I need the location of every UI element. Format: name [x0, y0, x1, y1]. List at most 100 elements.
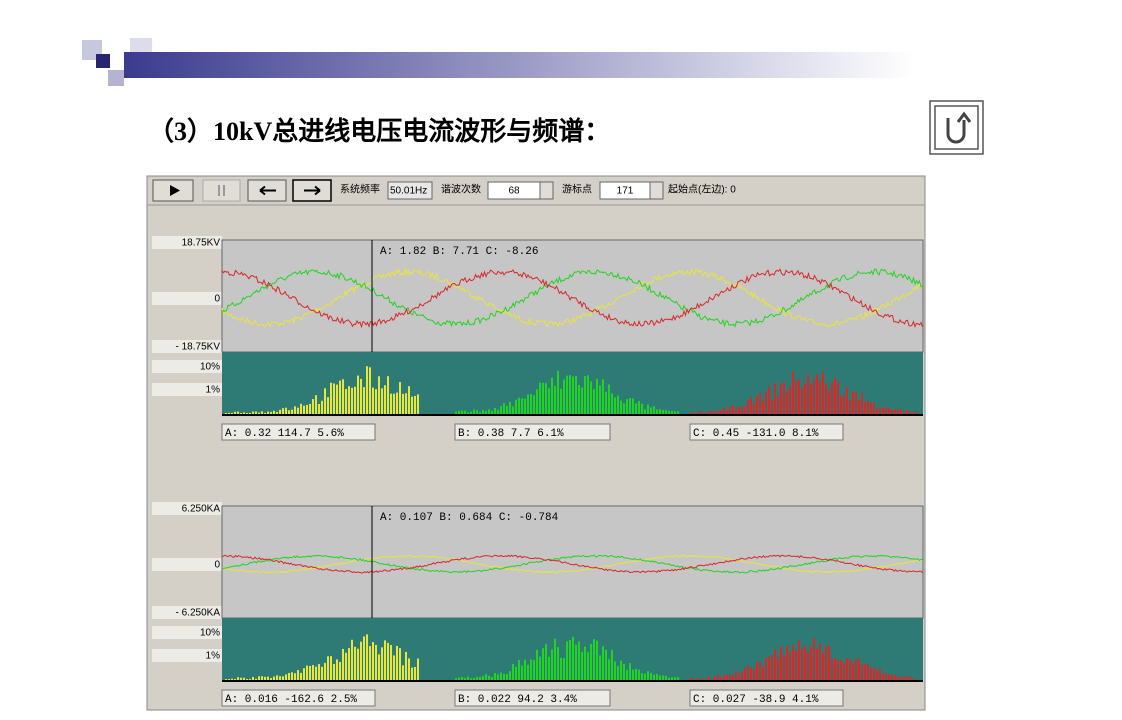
back-button[interactable] — [247, 179, 287, 202]
pause-button[interactable] — [202, 179, 241, 202]
spectrum-bar — [714, 676, 716, 680]
spectrum-bar — [620, 400, 622, 414]
spectrum-bar — [705, 679, 707, 680]
axis-label: 0 — [214, 294, 220, 305]
spectrum-bar — [518, 660, 520, 680]
spectrum-bar — [485, 674, 487, 680]
spectrum-bar — [840, 395, 842, 414]
freq-label: 系统频率 — [340, 183, 380, 196]
spectrum-bar — [491, 676, 493, 680]
spectrum-bar — [363, 387, 365, 414]
cursor-value: 171 — [617, 186, 634, 197]
spectrum-bar — [225, 413, 227, 414]
spectrum-bar — [723, 407, 725, 414]
spectrum-bar — [720, 410, 722, 414]
spectrum-bar — [638, 400, 640, 414]
freq-box — [387, 181, 433, 200]
readout-text: C: 0.45 -131.0 8.1% — [693, 428, 819, 440]
spectrum-bar — [411, 667, 413, 680]
cursor-readout: A: 0.107 B: 0.684 C: -0.784 — [380, 512, 559, 524]
spectrum-bar — [668, 410, 670, 414]
spectrum-bar — [596, 640, 598, 680]
harmonic-label: 谐波次数 — [441, 183, 481, 196]
spectrum-bar — [485, 410, 487, 414]
spectrum-bar — [876, 670, 878, 680]
spectrum-bar — [879, 668, 881, 680]
spectrum-bar — [855, 658, 857, 680]
spectrum-bar — [467, 676, 469, 680]
spectrum-bar — [885, 673, 887, 680]
spectrum-bar — [762, 401, 764, 414]
spectrum-bar — [497, 674, 499, 680]
spectrum-bar — [228, 679, 230, 680]
spectrum-bar — [252, 411, 254, 414]
spectrum-bar — [635, 403, 637, 414]
spectrum-bar — [729, 674, 731, 680]
spectrum-bar — [461, 410, 463, 414]
spectrum-bar — [756, 662, 758, 680]
axis-label: 1% — [206, 385, 221, 396]
spectrum-bar — [873, 667, 875, 680]
spectrum-bar — [638, 669, 640, 680]
spectrum-bar — [476, 410, 478, 414]
axis-label-strip — [152, 502, 222, 515]
spectrum-bar — [399, 648, 401, 680]
spectrum-bar — [792, 645, 794, 680]
axis-label: 10% — [200, 628, 220, 639]
return-button[interactable] — [929, 100, 984, 155]
waveform-area — [221, 239, 924, 353]
spectrum-bar — [512, 663, 514, 680]
spectrum-bar — [894, 409, 896, 414]
spectrum-bar — [315, 395, 317, 414]
spectrum-bar — [240, 677, 242, 680]
spectrum-bar — [267, 676, 269, 680]
spectrum-bar — [372, 387, 374, 414]
spectrum-bar — [762, 667, 764, 680]
spectrum-bar — [903, 676, 905, 680]
spectrum-bar — [551, 377, 553, 414]
spectrum-bar — [345, 652, 347, 680]
cursor-spinner[interactable] — [649, 181, 664, 200]
spectrum-bar — [515, 666, 517, 680]
spectrum-bar — [599, 385, 601, 414]
spectrum-bar — [554, 385, 556, 414]
spectrum-bar — [783, 655, 785, 680]
spectrum-bar — [882, 407, 884, 414]
spectrum-bar — [801, 648, 803, 680]
spectrum-bar — [575, 376, 577, 414]
waveform-phase — [221, 554, 923, 574]
forward-button[interactable] — [292, 179, 332, 202]
spectrum-bar — [825, 645, 827, 680]
readout-box — [454, 423, 611, 441]
spectrum-bar — [623, 403, 625, 414]
spectrum-bar — [276, 412, 278, 414]
spectrum-bar — [614, 397, 616, 414]
spectrum-bar — [822, 653, 824, 680]
spectrum-bar — [381, 647, 383, 680]
spectrum-bar — [909, 676, 911, 680]
spectrum-bar — [584, 646, 586, 680]
spectrum-bar — [650, 672, 652, 680]
spectrum-bar — [327, 397, 329, 414]
spectrum-bar — [240, 413, 242, 414]
spectrum-bar — [587, 375, 589, 414]
harmonic-spinner[interactable] — [539, 181, 554, 200]
spectrum-bar — [533, 660, 535, 680]
spectrum-bar — [369, 646, 371, 680]
spectrum-bar — [626, 669, 628, 680]
spectrum-bar — [732, 675, 734, 680]
play-button[interactable] — [152, 179, 194, 202]
spectrum-bar — [702, 413, 704, 414]
spectrum-bar — [336, 659, 338, 680]
spectrum-bar — [473, 409, 475, 414]
spectrum-bar — [611, 649, 613, 680]
spectrum-bar — [674, 411, 676, 414]
spectrum-bar — [303, 668, 305, 680]
spectrum-bar — [741, 671, 743, 680]
spectrum-bar — [656, 673, 658, 680]
spectrum-bar — [674, 677, 676, 680]
spectrum-bar — [659, 675, 661, 680]
spectrum-bar — [521, 665, 523, 680]
spectrum-bar — [753, 668, 755, 680]
spectrum-bar — [375, 644, 377, 680]
